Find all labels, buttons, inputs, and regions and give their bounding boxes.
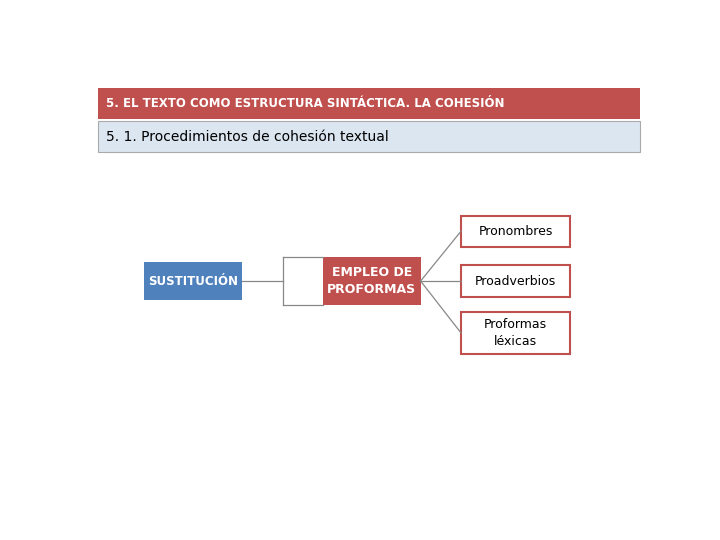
FancyBboxPatch shape: [98, 121, 640, 152]
FancyBboxPatch shape: [145, 262, 242, 300]
Text: 5. 1. Procedimientos de cohesión textual: 5. 1. Procedimientos de cohesión textual: [106, 130, 388, 144]
FancyBboxPatch shape: [461, 312, 570, 354]
Text: Pronombres: Pronombres: [478, 225, 553, 238]
Text: 5. EL TEXTO COMO ESTRUCTURA SINTÁCTICA. LA COHESIÓN: 5. EL TEXTO COMO ESTRUCTURA SINTÁCTICA. …: [106, 97, 504, 110]
Text: Proadverbios: Proadverbios: [475, 274, 556, 287]
Text: SUSTITUCIÓN: SUSTITUCIÓN: [148, 274, 238, 287]
FancyBboxPatch shape: [461, 266, 570, 296]
FancyBboxPatch shape: [461, 215, 570, 247]
FancyBboxPatch shape: [98, 87, 640, 119]
Text: Proformas
léxicas: Proformas léxicas: [484, 318, 547, 348]
Text: EMPLEO DE
PROFORMAS: EMPLEO DE PROFORMAS: [327, 266, 416, 296]
FancyBboxPatch shape: [323, 257, 420, 305]
